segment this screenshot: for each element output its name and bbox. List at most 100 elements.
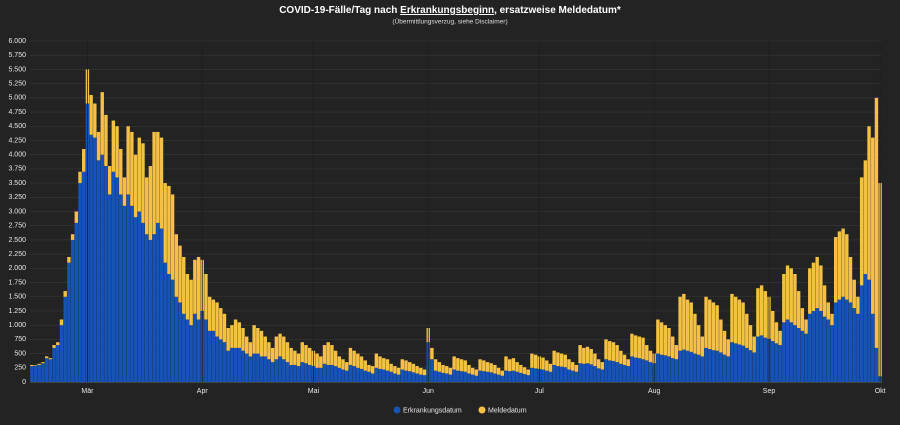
y-tick-label: 1.000 [8, 322, 26, 329]
bar-segment [333, 350, 338, 367]
bar-segment [337, 367, 342, 382]
bar-segment [356, 353, 360, 368]
bar-segment [404, 360, 408, 371]
bar-segment [685, 299, 690, 351]
bar-segment [622, 354, 627, 365]
bar-segment [44, 358, 49, 382]
bar-segment [448, 367, 453, 375]
bar-segment [256, 353, 260, 382]
bar-segment [348, 364, 353, 382]
x-tick-label: Okt [875, 388, 886, 395]
bar-segment [671, 336, 675, 359]
bar-segment [800, 308, 805, 331]
x-tick-label: Aug [648, 388, 661, 395]
bar-segment [430, 359, 434, 382]
bar-segment [682, 293, 686, 350]
bar-segment [415, 373, 419, 382]
bar-segment [189, 325, 193, 382]
bar-segment [830, 325, 834, 382]
bar-segment [796, 291, 801, 329]
bar-segment [193, 313, 197, 382]
bar-segment [393, 373, 397, 382]
bar-segment [137, 211, 141, 382]
bar-segment [107, 166, 112, 195]
bar-segment [52, 347, 56, 382]
title-link[interactable]: Erkrankungsbeginn [400, 5, 494, 16]
bar-segment [385, 370, 390, 382]
bar-segment [582, 347, 586, 364]
bar-segment [808, 313, 812, 382]
bar-segment [352, 366, 356, 382]
bar-segment [826, 302, 830, 320]
bar-segment [293, 350, 297, 365]
bar-segment [774, 343, 779, 382]
bar-segment [37, 364, 41, 382]
bar-segment [796, 328, 801, 382]
bar-segment [789, 268, 793, 323]
y-tick-label: 0 [22, 379, 26, 386]
bar-segment [822, 285, 827, 317]
x-tick-label: Apr [197, 388, 209, 395]
bar-segment [219, 339, 223, 382]
bar-segment [611, 360, 616, 382]
bar-segment [804, 333, 808, 382]
bar-segment [204, 319, 208, 382]
bar-segment [378, 356, 382, 369]
bar-segment [48, 359, 53, 382]
bar-segment [593, 353, 597, 367]
bar-segment [637, 358, 642, 382]
bar-segment [726, 339, 730, 357]
bar-segment [274, 359, 279, 382]
bar-segment [841, 296, 845, 382]
bar-segment [148, 166, 153, 240]
bar-segment [163, 183, 167, 263]
bar-segment [104, 166, 108, 382]
bar-segment [452, 356, 456, 370]
y-tick-label: 4.250 [8, 137, 26, 144]
bar-segment [144, 177, 149, 235]
bar-segment [585, 346, 590, 364]
bar-segment [656, 353, 660, 382]
bar-segment [289, 364, 293, 382]
bar-segment [478, 370, 482, 382]
bar-segment [282, 336, 286, 360]
bar-segment [263, 356, 267, 382]
bar-segment [474, 369, 479, 376]
bar-segment [822, 316, 827, 382]
bar-segment [96, 160, 101, 382]
bar-segment [730, 293, 734, 343]
bar-segment [422, 375, 427, 382]
bar-segment [174, 296, 179, 382]
bar-segment [56, 342, 60, 346]
bar-segment [589, 349, 593, 365]
bar-segment [711, 302, 716, 351]
bar-segment [741, 302, 745, 346]
bar-segment [196, 319, 201, 382]
bar-segment [500, 375, 505, 382]
bar-segment [633, 357, 638, 382]
bar-segment [604, 359, 608, 382]
bar-segment [48, 358, 53, 360]
bar-segment [785, 319, 790, 382]
bar-segment [700, 336, 705, 357]
bar-segment [552, 350, 556, 365]
x-tick-label: Jul [535, 388, 544, 395]
bar-segment [278, 333, 282, 357]
bar-segment [252, 325, 256, 354]
bar-segment [185, 274, 190, 320]
bar-segment [222, 313, 227, 343]
bar-segment [545, 360, 549, 371]
bar-segment [704, 296, 708, 348]
bar-segment [359, 356, 364, 369]
bar-segment [722, 330, 727, 355]
bar-segment [356, 367, 360, 382]
bar-segment [141, 143, 145, 223]
bar-segment [300, 342, 304, 363]
y-tick-label: 1.500 [8, 294, 26, 301]
bar-segment [482, 360, 486, 372]
bar-segment [296, 366, 301, 382]
bar-segment [141, 222, 145, 382]
bar-segment [526, 369, 530, 376]
bar-segment [248, 342, 253, 357]
bar-segment [600, 362, 605, 370]
